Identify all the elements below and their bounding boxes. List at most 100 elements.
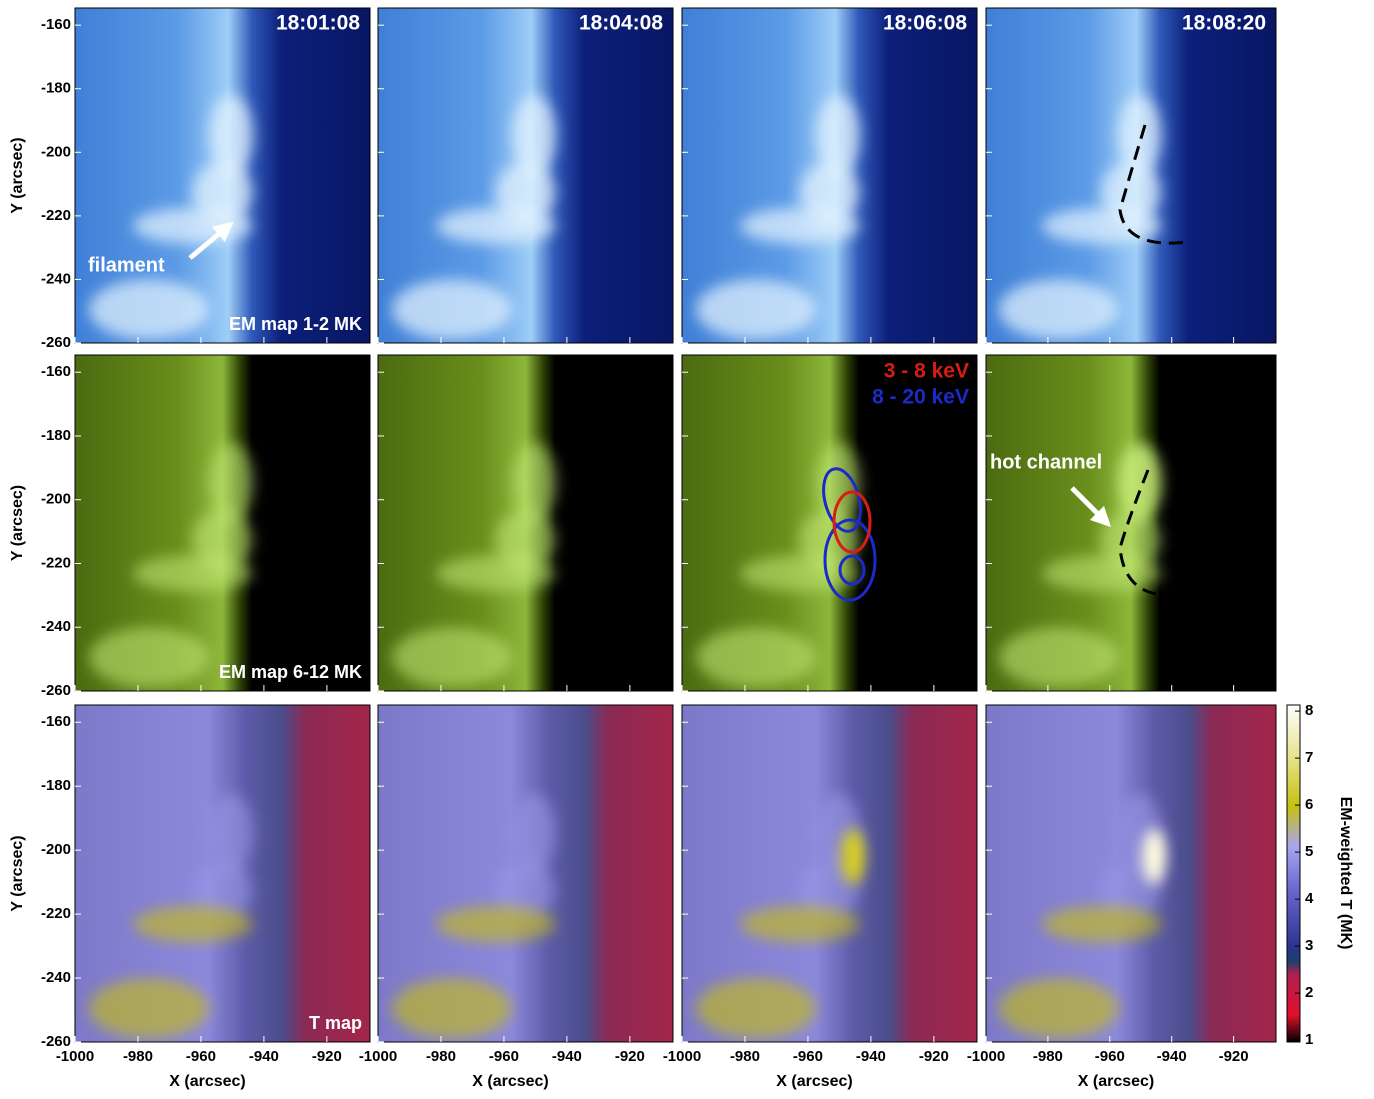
- image-panel: [378, 705, 673, 1042]
- row-label: T map: [309, 1013, 362, 1033]
- figure: 18:01:08EM map 1-2 MK 18:04:08 18:06:08 18:…: [0, 0, 1374, 1094]
- y-tick-label: -180: [41, 427, 71, 444]
- y-tick-label: -260: [41, 334, 71, 351]
- timestamp: 18:01:08: [276, 12, 360, 35]
- x-tick-label: -1000: [967, 1048, 1005, 1065]
- row-label: EM map 6-12 MK: [219, 662, 362, 682]
- y-axis-label: Y (arcsec): [9, 137, 26, 213]
- x-tick-label: -980: [426, 1048, 456, 1065]
- x-tick-label: -1000: [663, 1048, 701, 1065]
- bright-region: [392, 280, 512, 340]
- bright-region: [392, 627, 512, 687]
- bright-region: [999, 978, 1119, 1038]
- legend-label: 8 - 20 keV: [872, 386, 969, 409]
- x-tick-label: -940: [249, 1048, 279, 1065]
- colorbar-tick-label: 1: [1305, 1031, 1313, 1048]
- image: [378, 355, 673, 691]
- image: [682, 8, 977, 343]
- bright-region: [740, 906, 860, 942]
- colorbar-tick-label: 4: [1305, 890, 1314, 907]
- y-tick-label: -160: [41, 16, 71, 33]
- x-tick-label: -980: [123, 1048, 153, 1065]
- bright-region: [89, 280, 209, 340]
- y-tick-label: -160: [41, 713, 71, 730]
- image-panel: [986, 355, 1276, 691]
- colorbar-tick-label: 8: [1305, 702, 1313, 719]
- colorbar-tick-label: 2: [1305, 984, 1313, 1001]
- bright-region: [436, 906, 556, 942]
- bright-region: [696, 978, 816, 1038]
- y-tick-label: -160: [41, 363, 71, 380]
- image: [378, 705, 673, 1042]
- image: [75, 355, 370, 691]
- x-tick-label: -960: [793, 1048, 823, 1065]
- y-tick-label: -180: [41, 777, 71, 794]
- x-tick-label: -920: [919, 1048, 949, 1065]
- colorbar-tick-label: 7: [1305, 749, 1313, 766]
- x-axis-label: X (arcsec): [169, 1073, 246, 1090]
- y-tick-label: -180: [41, 80, 71, 97]
- image: [378, 8, 673, 343]
- y-tick-label: -240: [41, 969, 71, 986]
- bright-region: [512, 793, 556, 873]
- annotation: hot channel: [990, 451, 1102, 473]
- bright-region: [740, 208, 860, 244]
- bright-region: [436, 555, 556, 591]
- image-panel: [682, 705, 977, 1042]
- x-tick-label: -920: [615, 1048, 645, 1065]
- image: [986, 705, 1276, 1042]
- bright-region: [696, 280, 816, 340]
- colorbar-gradient: [1287, 705, 1300, 1042]
- y-tick-label: -220: [41, 207, 71, 224]
- x-tick-label: -920: [312, 1048, 342, 1065]
- image-panel: T map: [75, 705, 370, 1042]
- image-panel: 18:01:08EM map 1-2 MK: [75, 8, 370, 343]
- image-panel: [378, 355, 673, 691]
- x-tick-label: -1000: [359, 1048, 397, 1065]
- annotation: filament: [88, 254, 165, 276]
- image: [75, 705, 370, 1042]
- bright-region: [133, 906, 253, 942]
- y-tick-label: -240: [41, 618, 71, 635]
- bright-region: [89, 627, 209, 687]
- colorbar-label: EM-weighted T (MK): [1337, 797, 1354, 950]
- bright-region: [999, 280, 1119, 340]
- x-tick-label: -940: [1157, 1048, 1187, 1065]
- bright-region: [1042, 208, 1162, 244]
- x-tick-label: -920: [1219, 1048, 1249, 1065]
- y-tick-label: -200: [41, 491, 71, 508]
- y-tick-label: -240: [41, 270, 71, 287]
- colorbar-tick-label: 3: [1305, 937, 1313, 954]
- x-tick-label: -980: [1033, 1048, 1063, 1065]
- x-tick-label: -960: [186, 1048, 216, 1065]
- y-tick-label: -220: [41, 905, 71, 922]
- bright-region: [209, 793, 253, 873]
- x-axis-label: X (arcsec): [472, 1073, 549, 1090]
- hot-region: [841, 829, 865, 885]
- timestamp: 18:04:08: [579, 12, 663, 35]
- x-tick-label: -960: [1095, 1048, 1125, 1065]
- x-axis-label: X (arcsec): [1078, 1073, 1155, 1090]
- y-tick-label: -260: [41, 682, 71, 699]
- x-axis-label: X (arcsec): [776, 1073, 853, 1090]
- bright-region: [696, 627, 816, 687]
- legend-label: 3 - 8 keV: [884, 360, 969, 383]
- image-panel: 18:04:08: [378, 8, 673, 343]
- bright-region: [133, 208, 253, 244]
- timestamp: 18:08:20: [1182, 12, 1266, 35]
- colorbar-tick-label: 5: [1305, 843, 1313, 860]
- y-tick-label: -200: [41, 143, 71, 160]
- bright-region: [392, 978, 512, 1038]
- colorbar-tick-label: 6: [1305, 796, 1313, 813]
- hot-region: [1142, 829, 1166, 885]
- y-tick-label: -220: [41, 554, 71, 571]
- y-axis-label: Y (arcsec): [9, 485, 26, 561]
- x-tick-label: -940: [552, 1048, 582, 1065]
- image-panel: EM map 6-12 MK: [75, 355, 370, 691]
- bright-region: [133, 555, 253, 591]
- colorbar: 1 2 3 4 5 6 7 8 EM-weighted T (MK): [1287, 702, 1354, 1048]
- image-panel: 18:06:08: [682, 8, 977, 343]
- y-tick-label: -200: [41, 841, 71, 858]
- timestamp: 18:06:08: [883, 12, 967, 35]
- x-tick-label: -960: [489, 1048, 519, 1065]
